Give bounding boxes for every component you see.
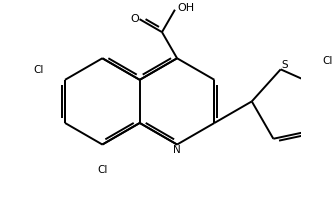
Text: Cl: Cl — [97, 165, 108, 175]
Text: Cl: Cl — [322, 56, 333, 66]
Text: N: N — [173, 145, 181, 155]
Text: Cl: Cl — [34, 65, 44, 75]
Text: OH: OH — [177, 3, 194, 13]
Text: S: S — [282, 60, 288, 70]
Text: O: O — [130, 14, 139, 24]
